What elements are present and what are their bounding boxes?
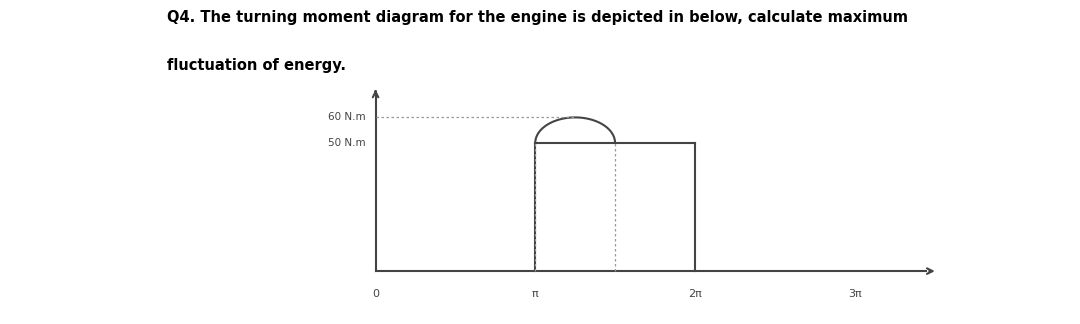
Text: 50 N.m: 50 N.m [328, 138, 366, 148]
Text: π: π [532, 289, 539, 299]
Text: Q4. The turning moment diagram for the engine is depicted in below, calculate ma: Q4. The turning moment diagram for the e… [167, 10, 908, 25]
Text: 2π: 2π [688, 289, 702, 299]
Text: 3π: 3π [848, 289, 862, 299]
Text: 0: 0 [373, 289, 379, 299]
Text: fluctuation of energy.: fluctuation of energy. [167, 58, 347, 73]
Text: 60 N.m: 60 N.m [328, 112, 366, 122]
